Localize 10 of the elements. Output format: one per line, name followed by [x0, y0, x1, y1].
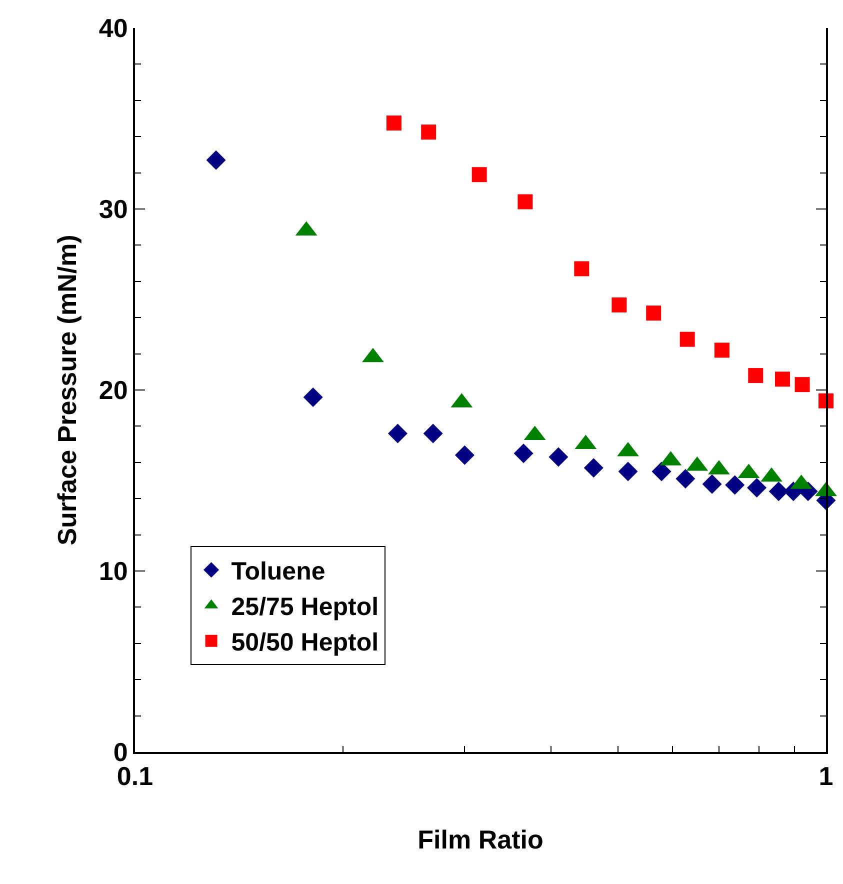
y-tick-label: 10 — [98, 556, 128, 586]
x-tick-label: 1 — [818, 761, 834, 792]
y-tick-label: 40 — [98, 13, 128, 44]
x-axis-title: Film Ratio — [418, 824, 544, 854]
y-axis-title: Surface Pressure (mN/m) — [52, 234, 82, 546]
y-tick-label: 30 — [98, 194, 128, 224]
legend-label: Toluene — [231, 558, 326, 586]
legend-label: 25/75 Heptol — [231, 593, 379, 622]
y-tick-label: 20 — [98, 375, 128, 406]
legend-label: 50/50 Heptol — [231, 628, 379, 657]
